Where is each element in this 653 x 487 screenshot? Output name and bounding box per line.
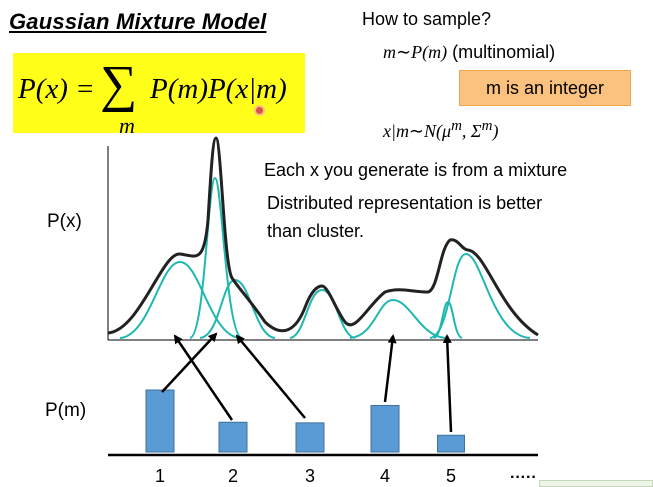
pm-bar-3 <box>295 422 325 453</box>
pm-bars <box>145 389 465 453</box>
category-ellipsis: ····· <box>510 469 537 486</box>
laser-pointer-dot <box>256 107 263 114</box>
pm-axis-label: P(m) <box>45 400 87 421</box>
note-line-1: Each x you generate is from a mixture <box>264 160 568 180</box>
note-line-2: Distributed representation is better <box>267 193 543 213</box>
formula-rhs: P(m)P(x|m) <box>150 73 287 105</box>
formula-sum-symbol: ∑ <box>100 56 138 113</box>
slide-title: Gaussian Mixture Model <box>9 9 267 34</box>
pm-bar-5 <box>437 434 465 453</box>
gaussian-component-5 <box>349 298 446 339</box>
mixture-density-curve <box>107 136 539 337</box>
arrow-bar2-to-component1 <box>173 334 234 421</box>
m-integer-note: m is an integer <box>459 70 631 106</box>
how-to-sample-heading: How to sample? <box>362 9 492 29</box>
gaussian-component-1 <box>119 260 241 339</box>
pm-tick-label-2: 2 <box>228 466 238 486</box>
formula-lhs: P(x) = <box>18 73 95 105</box>
pm-bar-1 <box>145 389 175 453</box>
sample-m-line: m∼P(m) (multinomial) <box>383 42 555 63</box>
gaussian-component-2 <box>189 176 243 339</box>
arrow-bar3-to-component3 <box>235 334 306 419</box>
arrow-bar5-to-component6 <box>442 334 453 433</box>
arrow-bar4-to-component5 <box>383 334 397 403</box>
sample-m-math: m∼P(m) <box>383 42 448 62</box>
pm-tick-label-1: 1 <box>155 466 165 486</box>
arrow-bar1-to-component2 <box>161 332 218 393</box>
sample-x-math: x|m∼N(μm, Σm) <box>383 118 499 141</box>
formula-sum-index: m <box>119 113 135 138</box>
note-line-3: than cluster. <box>267 221 365 241</box>
pm-bar-2 <box>218 421 248 453</box>
corner-tab <box>539 480 653 487</box>
pm-tick-label-4: 4 <box>380 466 390 486</box>
px-axis-label: P(x) <box>47 211 82 232</box>
pm-bar-4 <box>370 405 400 453</box>
sample-m-note: (multinomial) <box>447 42 556 62</box>
gaussian-component-7 <box>429 252 531 339</box>
formula-highlight <box>13 53 305 133</box>
gaussian-component-4 <box>289 288 356 339</box>
pm-tick-label-3: 3 <box>305 466 315 486</box>
pm-category-labels: 1 2 3 4 5 <box>155 466 456 486</box>
pm-tick-label-5: 5 <box>446 466 456 486</box>
